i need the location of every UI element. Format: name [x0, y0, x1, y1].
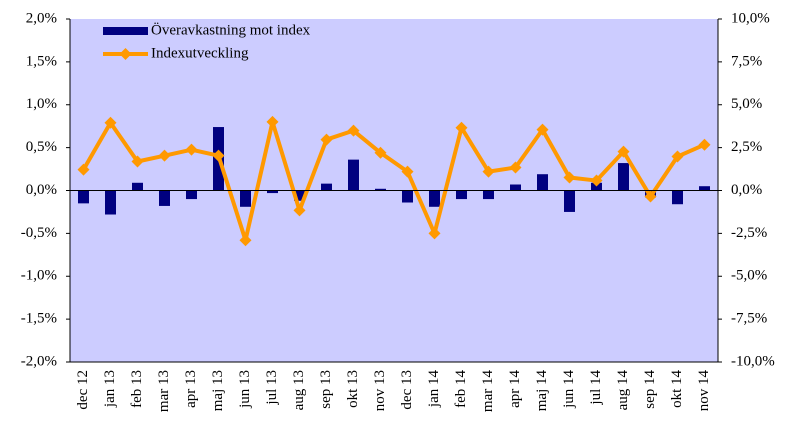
bar — [375, 188, 386, 191]
y-tick-label: 1,5% — [26, 53, 57, 69]
y2-tick-label: 5,0% — [731, 96, 762, 112]
marker — [482, 165, 495, 178]
x-tick-label: nov 14 — [696, 370, 712, 412]
marker — [374, 146, 387, 159]
bar — [483, 190, 494, 200]
marker — [698, 138, 711, 151]
y2-tick-label: 2,5% — [731, 139, 762, 155]
x-tick-label: jun 13 — [237, 370, 253, 409]
x-tick-label: dec 13 — [399, 370, 415, 410]
x-tick-label: maj 14 — [534, 370, 550, 412]
bar — [618, 163, 629, 191]
x-tick-label: jan 13 — [102, 370, 118, 408]
marker — [671, 150, 684, 163]
marker — [185, 143, 198, 156]
y2-tick-label: 7,5% — [731, 53, 762, 69]
x-tick-label: mar 14 — [480, 370, 496, 413]
bar — [672, 190, 683, 205]
bar — [510, 184, 521, 191]
y2-tick-label: -5,0% — [731, 268, 767, 284]
marker — [617, 145, 630, 158]
y-tick-label: -0,5% — [21, 225, 57, 241]
legend-label: Överavkastning mot index — [151, 21, 311, 38]
x-tick-label: jun 14 — [561, 370, 577, 409]
marker — [428, 227, 441, 240]
bar — [321, 183, 332, 191]
y-tick-label: 2,0% — [26, 10, 57, 26]
bar — [429, 190, 440, 207]
marker — [644, 190, 657, 203]
x-tick-label: nov 13 — [372, 370, 388, 411]
marker — [455, 121, 468, 134]
y-tick-label: 0,5% — [26, 139, 57, 155]
marker — [536, 123, 549, 136]
bar — [456, 190, 467, 200]
marker — [293, 204, 306, 217]
x-tick-label: aug 13 — [291, 370, 307, 410]
marker — [509, 161, 522, 174]
x-tick-label: feb 14 — [453, 370, 469, 408]
bar — [699, 186, 710, 191]
bar — [267, 190, 278, 194]
x-tick-label: aug 14 — [615, 370, 631, 411]
marker — [590, 174, 603, 187]
y2-tick-label: 0,0% — [731, 182, 762, 198]
x-tick-label: dec 12 — [75, 370, 91, 410]
bar — [537, 174, 548, 191]
y-tick-label: 0,0% — [26, 182, 57, 198]
x-tick-label: feb 13 — [129, 370, 145, 408]
x-tick-label: okt 14 — [669, 370, 685, 408]
legend-swatch — [103, 27, 148, 35]
x-tick-label: okt 13 — [345, 370, 361, 408]
legend-marker — [119, 48, 132, 60]
bar — [132, 182, 143, 191]
marker — [239, 234, 252, 247]
y2-tick-label: -7,5% — [731, 311, 767, 327]
x-tick-label: jan 14 — [426, 370, 442, 409]
bar — [105, 190, 116, 215]
x-tick-label: jul 14 — [588, 370, 604, 406]
x-tick-label: jul 13 — [264, 370, 280, 406]
bar — [564, 190, 575, 212]
marker — [77, 163, 90, 176]
bar — [240, 190, 251, 207]
y-tick-label: -1,5% — [21, 311, 57, 327]
marker — [212, 149, 225, 162]
x-tick-label: apr 13 — [183, 370, 199, 408]
y-tick-label: -2,0% — [21, 353, 57, 369]
legend-label: Indexutveckling — [151, 45, 249, 61]
y2-tick-label: -2,5% — [731, 225, 767, 241]
bar — [294, 190, 305, 201]
marker — [104, 116, 117, 129]
y2-tick-label: -10,0% — [731, 353, 775, 369]
x-tick-label: sep 14 — [642, 370, 658, 409]
bar — [78, 190, 89, 204]
x-tick-label: maj 13 — [210, 370, 226, 411]
bar — [591, 182, 602, 191]
x-tick-label: apr 14 — [507, 370, 523, 408]
x-tick-label: sep 13 — [318, 370, 334, 409]
y-tick-label: -1,0% — [21, 268, 57, 284]
marker — [158, 149, 171, 162]
marker — [131, 155, 144, 168]
marker — [401, 165, 414, 178]
bar — [348, 159, 359, 191]
marker — [347, 124, 360, 137]
bar — [402, 190, 413, 203]
marker — [266, 115, 279, 128]
y-tick-label: 1,0% — [26, 96, 57, 112]
x-tick-label: mar 13 — [156, 370, 172, 412]
bar — [186, 190, 197, 200]
marker — [563, 171, 576, 184]
marker — [320, 133, 333, 146]
bar — [159, 190, 170, 206]
y2-tick-label: 10,0% — [731, 10, 770, 26]
